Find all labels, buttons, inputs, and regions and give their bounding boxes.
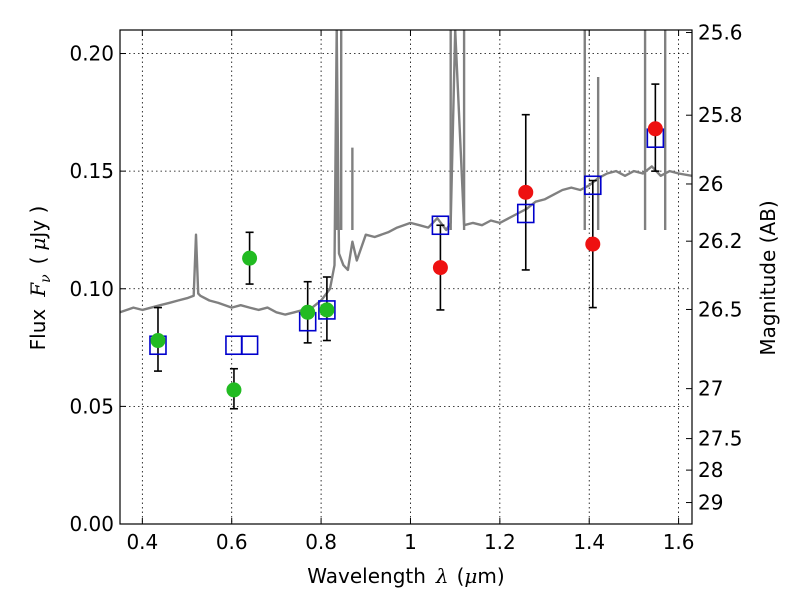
plot-frame (119, 29, 693, 525)
y-axis-label: FluxFν(μJy ) (26, 206, 54, 351)
y-tick-label: 0.05 (69, 394, 114, 418)
y2-tick-label: 29 (698, 491, 723, 515)
x-tick-label: 0.6 (216, 530, 248, 554)
y2-tick-label: 27 (698, 377, 723, 401)
y-tick-label: 0.00 (69, 512, 114, 536)
y2-tick-label: 26.2 (698, 229, 743, 253)
y2-axis-label: Magnitude (AB) (756, 200, 780, 355)
red-data-point (518, 184, 534, 200)
model-square-point (225, 335, 243, 356)
y-tick-label: 0.20 (69, 42, 114, 66)
model-square-point (318, 300, 336, 320)
measurement-points-layer (150, 121, 663, 398)
x-tick-labels: 0.4 0.6 0.8 1 1.2 1.4 1.6 (126, 530, 694, 554)
x-axis-label: Wavelength λ (μm) (307, 564, 504, 588)
green-data-point (226, 382, 242, 398)
x-tick-label: 0.8 (305, 530, 337, 554)
red-data-point (432, 260, 448, 276)
x-tick-label: 1.6 (663, 530, 695, 554)
y2-tick-label: 28 (698, 458, 723, 482)
y-tick-labels: 0.00 0.05 0.10 0.15 0.20 (69, 42, 114, 536)
y2-tick-label: 26.5 (698, 297, 743, 321)
x-tick-label: 0.4 (126, 530, 158, 554)
y2-tick-label: 25.8 (698, 103, 743, 127)
x-tick-label: 1 (404, 530, 417, 554)
model-square-point (583, 175, 602, 196)
green-data-point (300, 304, 316, 320)
model-square-point (431, 215, 450, 236)
red-data-point (585, 236, 601, 252)
y2-tick-label: 25.6 (698, 21, 743, 45)
y2-tick-label: 26 (698, 172, 723, 196)
green-data-point (242, 250, 258, 266)
model-square-point (516, 203, 535, 224)
axis-ticks (120, 30, 692, 525)
y2-tick-label: 27.5 (698, 427, 743, 451)
grid-lines (120, 30, 692, 525)
green-data-point (319, 302, 335, 318)
x-tick-label: 1.4 (573, 530, 605, 554)
y-tick-label: 0.15 (69, 159, 114, 183)
template-spectrum-layer (120, 30, 692, 316)
green-data-point (150, 333, 166, 349)
x-tick-label: 1.2 (484, 530, 516, 554)
model-square-point (240, 335, 259, 356)
template-spectrum-line (120, 30, 692, 316)
red-data-point (647, 121, 663, 137)
y-tick-label: 0.10 (69, 277, 114, 301)
y2-tick-labels: 25.6 25.8 26 26.2 26.5 27 27.5 28 29 (698, 21, 743, 515)
